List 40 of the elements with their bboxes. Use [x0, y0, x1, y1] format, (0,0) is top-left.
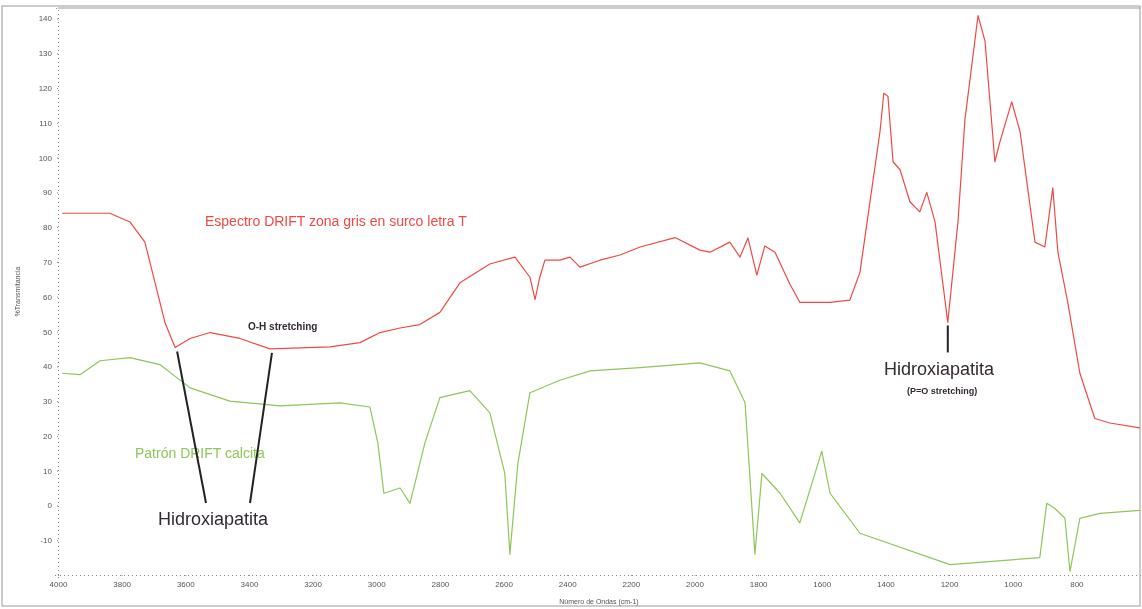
x-tick-label: 2000: [686, 579, 705, 589]
x-tick-label: 3000: [367, 579, 387, 589]
x-tick-label: 3800: [113, 579, 132, 589]
y-tick-label: 140: [38, 14, 53, 24]
line-series: [61, 15, 1141, 429]
x-tick-label: 1000: [1004, 579, 1023, 589]
x-tick-label: 1200: [940, 579, 960, 589]
x-tick-label: 800: [1070, 579, 1085, 589]
y-tick-label: 40: [43, 362, 53, 372]
y-tick-label: 20: [43, 431, 53, 441]
y-tick-label: 60: [43, 292, 53, 302]
y-tick-label: 0: [47, 501, 53, 511]
text: Espectro DRIFT zona gris en surco letra T: [205, 213, 468, 229]
y-tick-label: 30: [43, 397, 53, 407]
x-tick-label: 2800: [431, 579, 450, 589]
y-tick-label: 50: [43, 327, 53, 337]
x-tick-label: 1600: [813, 579, 832, 589]
y-tick-label: -10: [40, 536, 53, 546]
x-tick-label: 2600: [495, 579, 514, 589]
annotation: Hidroxiapatita: [884, 359, 996, 379]
y-tick-label: 100: [38, 153, 53, 163]
y-tick-label: 90: [43, 188, 53, 198]
y-tick-label: 120: [38, 84, 53, 94]
y-tick-label: 130: [38, 49, 53, 59]
y-tick-label: 70: [43, 257, 53, 267]
x-tick-label: 4000: [49, 579, 68, 589]
y-tick-label: 80: [43, 223, 53, 233]
x-tick-label: 2400: [558, 579, 578, 589]
y-tick-label: 110: [39, 118, 53, 128]
x-tick-label: 3600: [176, 579, 196, 589]
annotation: (P=O stretching): [907, 386, 978, 396]
x-tick-label: 2200: [622, 579, 641, 589]
line-series: [61, 356, 1141, 573]
x-tick-label: 3400: [240, 579, 259, 589]
x-tick-label: 1800: [749, 579, 769, 589]
annotation: O-H stretching: [248, 321, 318, 332]
x-tick-label: 1400: [877, 579, 896, 589]
y-tick-label: 10: [43, 466, 53, 476]
x-tick-label: 3200: [304, 579, 323, 589]
annotation: Hidroxiapatita: [158, 509, 270, 529]
